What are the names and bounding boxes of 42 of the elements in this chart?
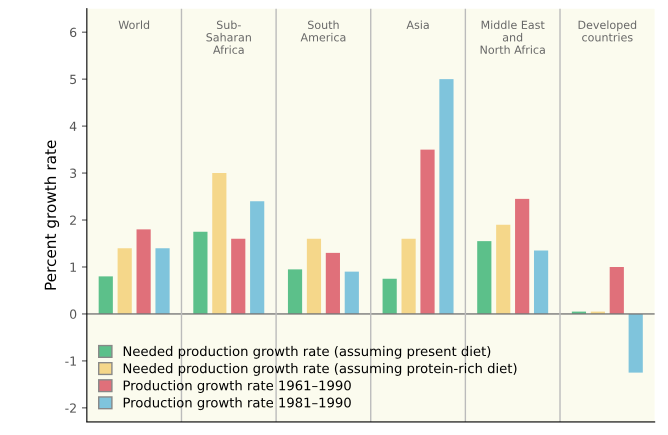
y-tick-label: 5 — [70, 74, 76, 84]
legend-label: Needed production growth rate (assuming protein-rich diet) — [124, 363, 516, 376]
bar — [610, 266, 624, 314]
bar — [212, 173, 226, 314]
bar — [193, 232, 208, 314]
bar — [231, 238, 246, 314]
y-tick-label: -2 — [65, 403, 76, 413]
bar — [477, 241, 492, 314]
bar — [118, 248, 132, 314]
y-tick-label: 1 — [70, 262, 76, 272]
legend-label: Production growth rate 1981–1990 — [124, 397, 351, 410]
bar — [420, 150, 435, 314]
bar — [98, 276, 113, 314]
y-axis-title: Percent growth rate — [44, 140, 60, 290]
y-tick-label: 3 — [70, 168, 76, 178]
x-tick-label: Middle East and North Africa — [480, 20, 545, 54]
bar — [344, 272, 359, 314]
bar — [155, 248, 170, 314]
x-tick-label: World — [118, 20, 150, 30]
x-tick-label: Asia — [406, 20, 429, 30]
y-tick-label: 6 — [70, 28, 76, 38]
bar — [534, 250, 548, 314]
legend-label: Needed production growth rate (assuming present diet) — [124, 346, 490, 359]
legend-label: Production growth rate 1961–1990 — [124, 380, 351, 393]
y-tick-label: 0 — [70, 309, 76, 319]
bar — [288, 269, 302, 314]
y-tick-label: -1 — [65, 356, 76, 366]
y-tick-label: 4 — [70, 122, 76, 131]
bar — [250, 201, 264, 314]
x-tick-label: Sub- Saharan Africa — [206, 20, 251, 54]
bar — [628, 314, 643, 373]
y-tick-label: 2 — [70, 215, 76, 225]
bar — [326, 252, 340, 314]
bar — [136, 229, 151, 314]
bar — [439, 79, 454, 314]
bar — [382, 278, 397, 314]
bar — [496, 224, 510, 314]
x-tick-label: Developed countries — [578, 20, 636, 42]
bar — [306, 238, 322, 314]
bar — [401, 238, 416, 314]
x-tick-label: South America — [300, 20, 346, 42]
bar — [515, 198, 530, 314]
